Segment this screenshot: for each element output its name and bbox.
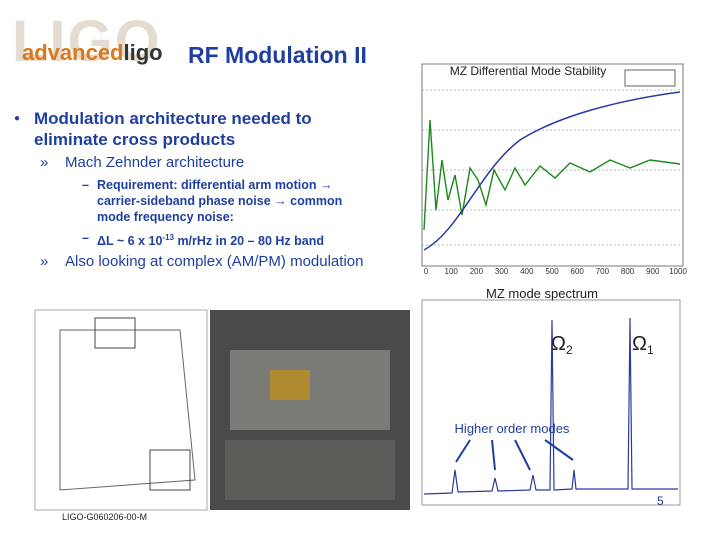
x-tick-label: 1000	[669, 267, 687, 276]
x-tick-label: 700	[596, 267, 610, 276]
x-tick-label: 200	[470, 267, 484, 276]
spectrum-curve	[423, 317, 678, 495]
plot-frame	[421, 63, 684, 267]
bullet: Requirement: differential arm motion → c…	[97, 178, 343, 224]
requirement-curve	[423, 91, 681, 251]
x-tick-label: 600	[571, 267, 585, 276]
omega-label: Ω2	[551, 333, 573, 357]
noise-curve	[423, 119, 681, 231]
plot-grid	[422, 89, 683, 246]
bullet-marker: »	[40, 154, 49, 171]
x-tick-label: 0	[424, 267, 429, 276]
doc-id: LIGO-G060206-00-M	[62, 512, 147, 522]
x-tick-label: 100	[445, 267, 459, 276]
bullet-marker: –	[82, 178, 89, 192]
bullet-marker: –	[82, 231, 89, 245]
bullet-marker: »	[40, 253, 49, 270]
bullet: Also looking at complex (AM/PM) modulati…	[65, 253, 364, 270]
logo-watermark: LIGO	[12, 9, 162, 74]
bullet-text: ΔL ~ 6 x 10	[97, 234, 163, 249]
layout-diagram	[34, 309, 208, 511]
omega-sub: 1	[647, 343, 654, 357]
bullet: Mach Zehnder architecture	[65, 154, 245, 171]
omega: Ω	[632, 333, 647, 355]
exponent: -13	[162, 233, 174, 242]
logo-primary: advanced	[22, 40, 124, 65]
omega-sub: 2	[566, 343, 573, 357]
diagram-path	[59, 329, 196, 491]
photo-detail	[270, 370, 310, 400]
bullet: ΔL ~ 6 x 10-13 m/rHz in 20 – 80 Hz band	[97, 230, 324, 249]
x-tick-label: 300	[495, 267, 509, 276]
x-tick-label: 800	[621, 267, 635, 276]
diagram-box	[149, 449, 191, 491]
logo: advancedligo	[22, 40, 163, 66]
logo-secondary: ligo	[123, 40, 163, 65]
bullet-marker: ●	[14, 113, 21, 124]
page-number: 5	[657, 494, 664, 508]
figure-title: MZ mode spectrum	[486, 286, 598, 301]
diagram-box	[94, 317, 136, 349]
x-tick-label: 900	[646, 267, 660, 276]
omega-label: Ω1	[632, 333, 654, 357]
annotation-arrows	[455, 439, 574, 471]
x-tick-label: 500	[545, 267, 559, 276]
plot-legend	[624, 69, 676, 87]
x-tick-label: 400	[520, 267, 534, 276]
photo-detail	[225, 440, 395, 500]
slide-title: RF Modulation II	[188, 42, 367, 68]
omega: Ω	[551, 333, 566, 355]
bullet: Modulation architecture needed to elimin…	[34, 109, 312, 149]
annotation: Higher order modes	[455, 421, 570, 436]
bullet-text: m/rHz in 20 – 80 Hz band	[173, 234, 325, 249]
figure-title: MZ Differential Mode Stability	[450, 64, 607, 78]
